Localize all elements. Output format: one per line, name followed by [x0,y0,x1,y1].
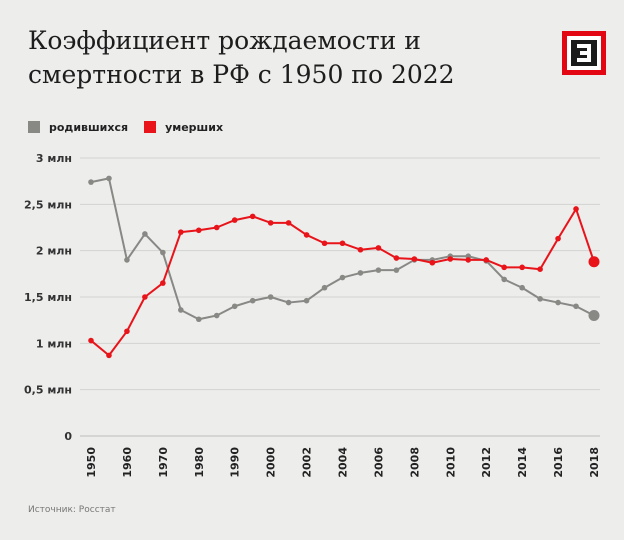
data-point-born [195,316,202,323]
data-point-died [106,352,112,359]
data-point-born [501,276,507,283]
data-point-died [537,266,543,273]
source-note: Источник: Росстат [28,505,116,515]
data-point-born [124,257,130,263]
legend-swatch-born [28,121,40,133]
x-tick-label: 1960 [121,447,134,478]
x-tick-label: 2000 [265,447,278,478]
legend-item-born: родившихся [28,121,128,134]
data-point-born [88,179,94,185]
legend-label-born: родившихся [49,120,129,134]
data-point-died [303,232,310,238]
y-tick-label: 2 млн [36,245,72,258]
series-line-born [90,177,595,321]
data-point-died [393,255,400,261]
data-point-died [124,328,130,335]
data-point-died [321,240,328,247]
data-point-died [160,280,166,286]
x-tick-label: 2008 [408,447,421,478]
data-point-born [537,296,543,302]
legend-item-died: умерших [144,121,223,134]
data-point-born [285,299,292,306]
data-point-born [357,270,364,276]
x-tick-label: 2002 [301,447,314,478]
y-tick-label: 3 млн [36,152,72,165]
data-point-died [465,257,472,263]
data-point-born [213,312,220,319]
data-point-died [411,256,418,262]
data-point-born [142,231,148,237]
data-point-born [160,249,166,256]
data-point-died [573,206,579,212]
data-point-died [429,259,436,266]
legend-label-died: умерших [165,120,224,134]
x-tick-label: 1980 [193,447,206,478]
data-point-born [555,299,561,306]
x-tick-label: 2012 [480,447,493,478]
data-point-died [249,213,256,220]
x-tick-label: 1970 [157,447,170,478]
data-point-died [339,240,346,247]
legend-swatch-died [144,121,157,133]
x-tick-label: 2016 [552,447,565,478]
chart-legend: родившихся умерших [28,119,239,135]
data-point-born [106,175,112,182]
data-point-died [285,220,292,226]
data-point-died [588,256,600,268]
data-point-died [231,217,238,223]
data-point-died [555,235,561,242]
chart-title: Коэффициент рождаемости и смертности в Р… [28,26,455,89]
data-point-died [178,229,184,235]
data-point-born [339,274,346,281]
data-point-died [447,256,454,262]
data-point-born [393,267,400,273]
data-point-born [519,284,525,291]
data-point-died [483,257,490,263]
data-point-born [573,303,579,310]
y-tick-label: 1 млн [36,337,72,350]
data-point-died [501,264,507,271]
data-point-born [231,303,238,310]
x-tick-label: 2006 [372,447,385,478]
y-tick-label: 1,5 млн [24,291,72,304]
x-tick-label: 1990 [229,447,242,478]
data-point-born [178,307,184,313]
data-point-died [195,227,202,234]
data-point-born [249,297,256,304]
y-tick-label: 0 [64,430,72,443]
x-tick-label: 2004 [337,447,350,478]
data-point-born [375,267,382,273]
data-point-died [357,246,364,253]
data-point-died [519,264,525,271]
data-point-born [321,284,328,291]
data-point-born [303,297,310,304]
x-tick-label: 2010 [444,447,457,478]
kommersant-e-logo-icon [562,31,606,75]
data-point-died [267,220,274,226]
data-point-died [213,224,220,231]
x-tick-label: 1950 [85,447,98,478]
x-tick-label: 2014 [516,447,529,478]
x-tick-label: 2018 [588,447,601,478]
data-point-born [588,310,600,322]
data-point-died [142,294,148,300]
y-tick-label: 2,5 млн [24,198,72,211]
series-line-died [90,207,595,357]
data-point-died [88,337,94,344]
data-point-born [267,294,274,300]
data-point-died [375,245,382,251]
y-tick-label: 0,5 млн [24,384,72,397]
